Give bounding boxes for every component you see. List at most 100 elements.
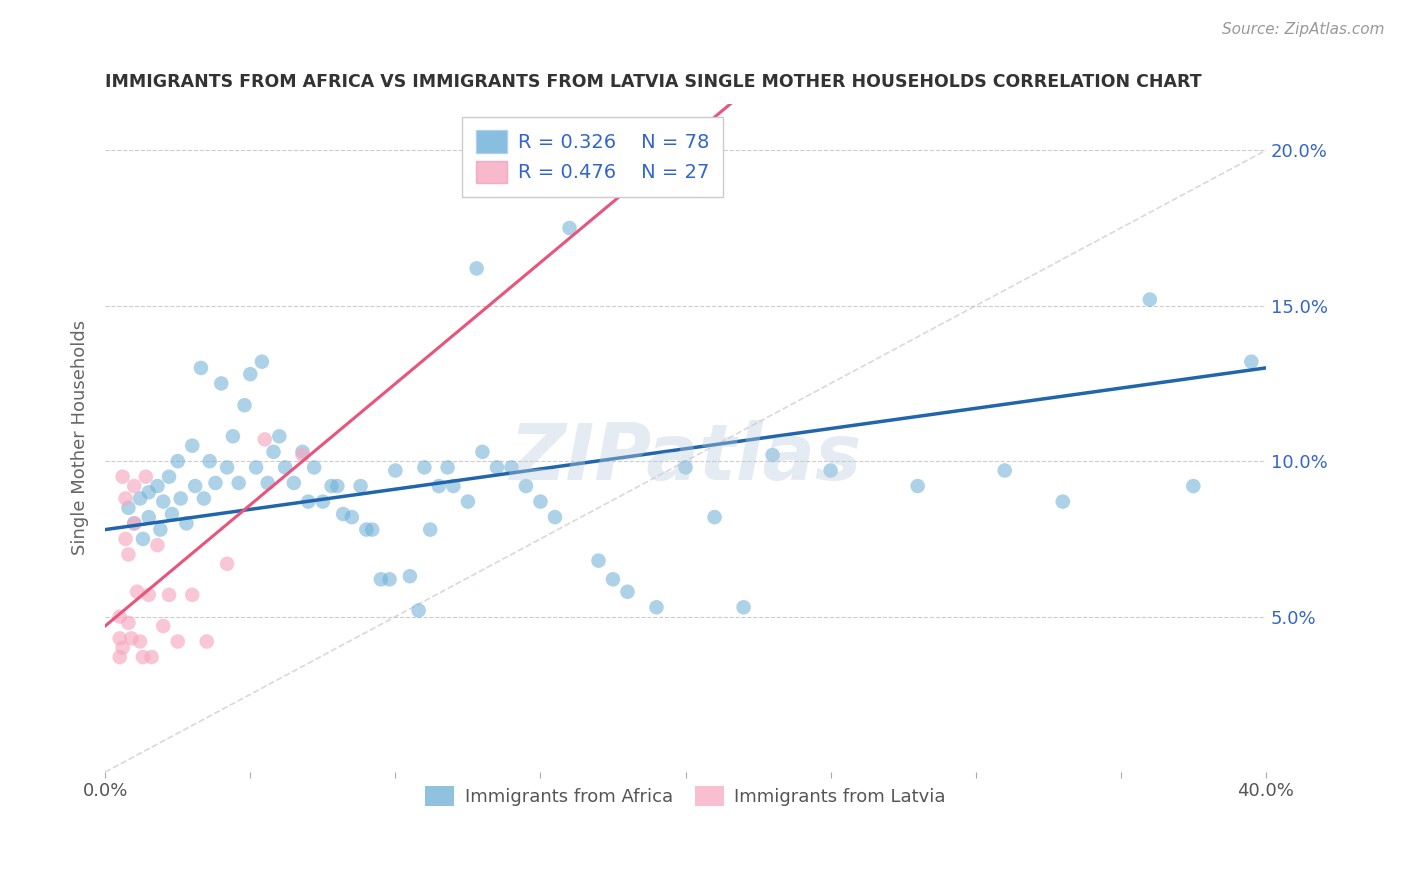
Point	[471, 445, 494, 459]
Text: IMMIGRANTS FROM AFRICA VS IMMIGRANTS FROM LATVIA SINGLE MOTHER HOUSEHOLDS CORREL: IMMIGRANTS FROM AFRICA VS IMMIGRANTS FRO…	[105, 73, 1202, 91]
Point	[441, 479, 464, 493]
Point	[321, 479, 343, 493]
Point	[146, 479, 169, 493]
Point	[152, 494, 174, 508]
Point	[1182, 479, 1205, 493]
Point	[204, 475, 226, 490]
Point	[122, 479, 145, 493]
Point	[239, 367, 262, 381]
Point	[733, 600, 755, 615]
Point	[127, 584, 149, 599]
Point	[117, 615, 139, 630]
Point	[169, 491, 191, 506]
Point	[602, 572, 624, 586]
Point	[349, 479, 371, 493]
Point	[120, 632, 142, 646]
Point	[361, 523, 384, 537]
Point	[675, 460, 697, 475]
Point	[222, 429, 245, 443]
Point	[1240, 354, 1263, 368]
Point	[269, 429, 291, 443]
Text: Source: ZipAtlas.com: Source: ZipAtlas.com	[1222, 22, 1385, 37]
Point	[138, 485, 160, 500]
Point	[291, 448, 314, 462]
Point	[1139, 293, 1161, 307]
Point	[157, 588, 180, 602]
Point	[256, 475, 278, 490]
Point	[356, 523, 378, 537]
Point	[544, 510, 567, 524]
Point	[515, 479, 537, 493]
Point	[384, 463, 406, 477]
Point	[166, 634, 188, 648]
Point	[122, 516, 145, 531]
Point	[190, 360, 212, 375]
Point	[457, 494, 479, 508]
Point	[108, 632, 131, 646]
Point	[408, 603, 430, 617]
Point	[111, 469, 134, 483]
Point	[370, 572, 392, 586]
Point	[245, 460, 267, 475]
Point	[152, 619, 174, 633]
Point	[132, 650, 155, 665]
Point	[378, 572, 401, 586]
Point	[588, 554, 610, 568]
Point	[253, 433, 276, 447]
Point	[160, 507, 183, 521]
Point	[129, 491, 152, 506]
Point	[616, 584, 638, 599]
Point	[907, 479, 929, 493]
Point	[122, 516, 145, 531]
Point	[399, 569, 422, 583]
Text: ZIPatlas: ZIPatlas	[509, 420, 862, 496]
Point	[332, 507, 354, 521]
Point	[181, 588, 204, 602]
Point	[419, 523, 441, 537]
Point	[117, 500, 139, 515]
Point	[645, 600, 668, 615]
Point	[193, 491, 215, 506]
Point	[138, 588, 160, 602]
Point	[195, 634, 218, 648]
Point	[141, 650, 163, 665]
Point	[436, 460, 458, 475]
Point	[138, 510, 160, 524]
Point	[326, 479, 349, 493]
Point	[703, 510, 725, 524]
Point	[198, 454, 221, 468]
Y-axis label: Single Mother Households: Single Mother Households	[72, 320, 89, 556]
Point	[465, 261, 488, 276]
Point	[228, 475, 250, 490]
Point	[117, 548, 139, 562]
Point	[1052, 494, 1074, 508]
Point	[217, 557, 239, 571]
Point	[111, 640, 134, 655]
Point	[176, 516, 198, 531]
Point	[114, 491, 136, 506]
Point	[181, 439, 204, 453]
Point	[312, 494, 335, 508]
Point	[114, 532, 136, 546]
Point	[184, 479, 207, 493]
Point	[135, 469, 157, 483]
Point	[146, 538, 169, 552]
Point	[233, 398, 256, 412]
Point	[485, 460, 508, 475]
Point	[157, 469, 180, 483]
Point	[217, 460, 239, 475]
Point	[149, 523, 172, 537]
Point	[427, 479, 450, 493]
Point	[274, 460, 297, 475]
Point	[129, 634, 152, 648]
Point	[994, 463, 1017, 477]
Point	[340, 510, 363, 524]
Point	[132, 532, 155, 546]
Point	[413, 460, 436, 475]
Point	[558, 221, 581, 235]
Point	[297, 494, 319, 508]
Point	[291, 445, 314, 459]
Point	[263, 445, 285, 459]
Point	[166, 454, 188, 468]
Point	[283, 475, 305, 490]
